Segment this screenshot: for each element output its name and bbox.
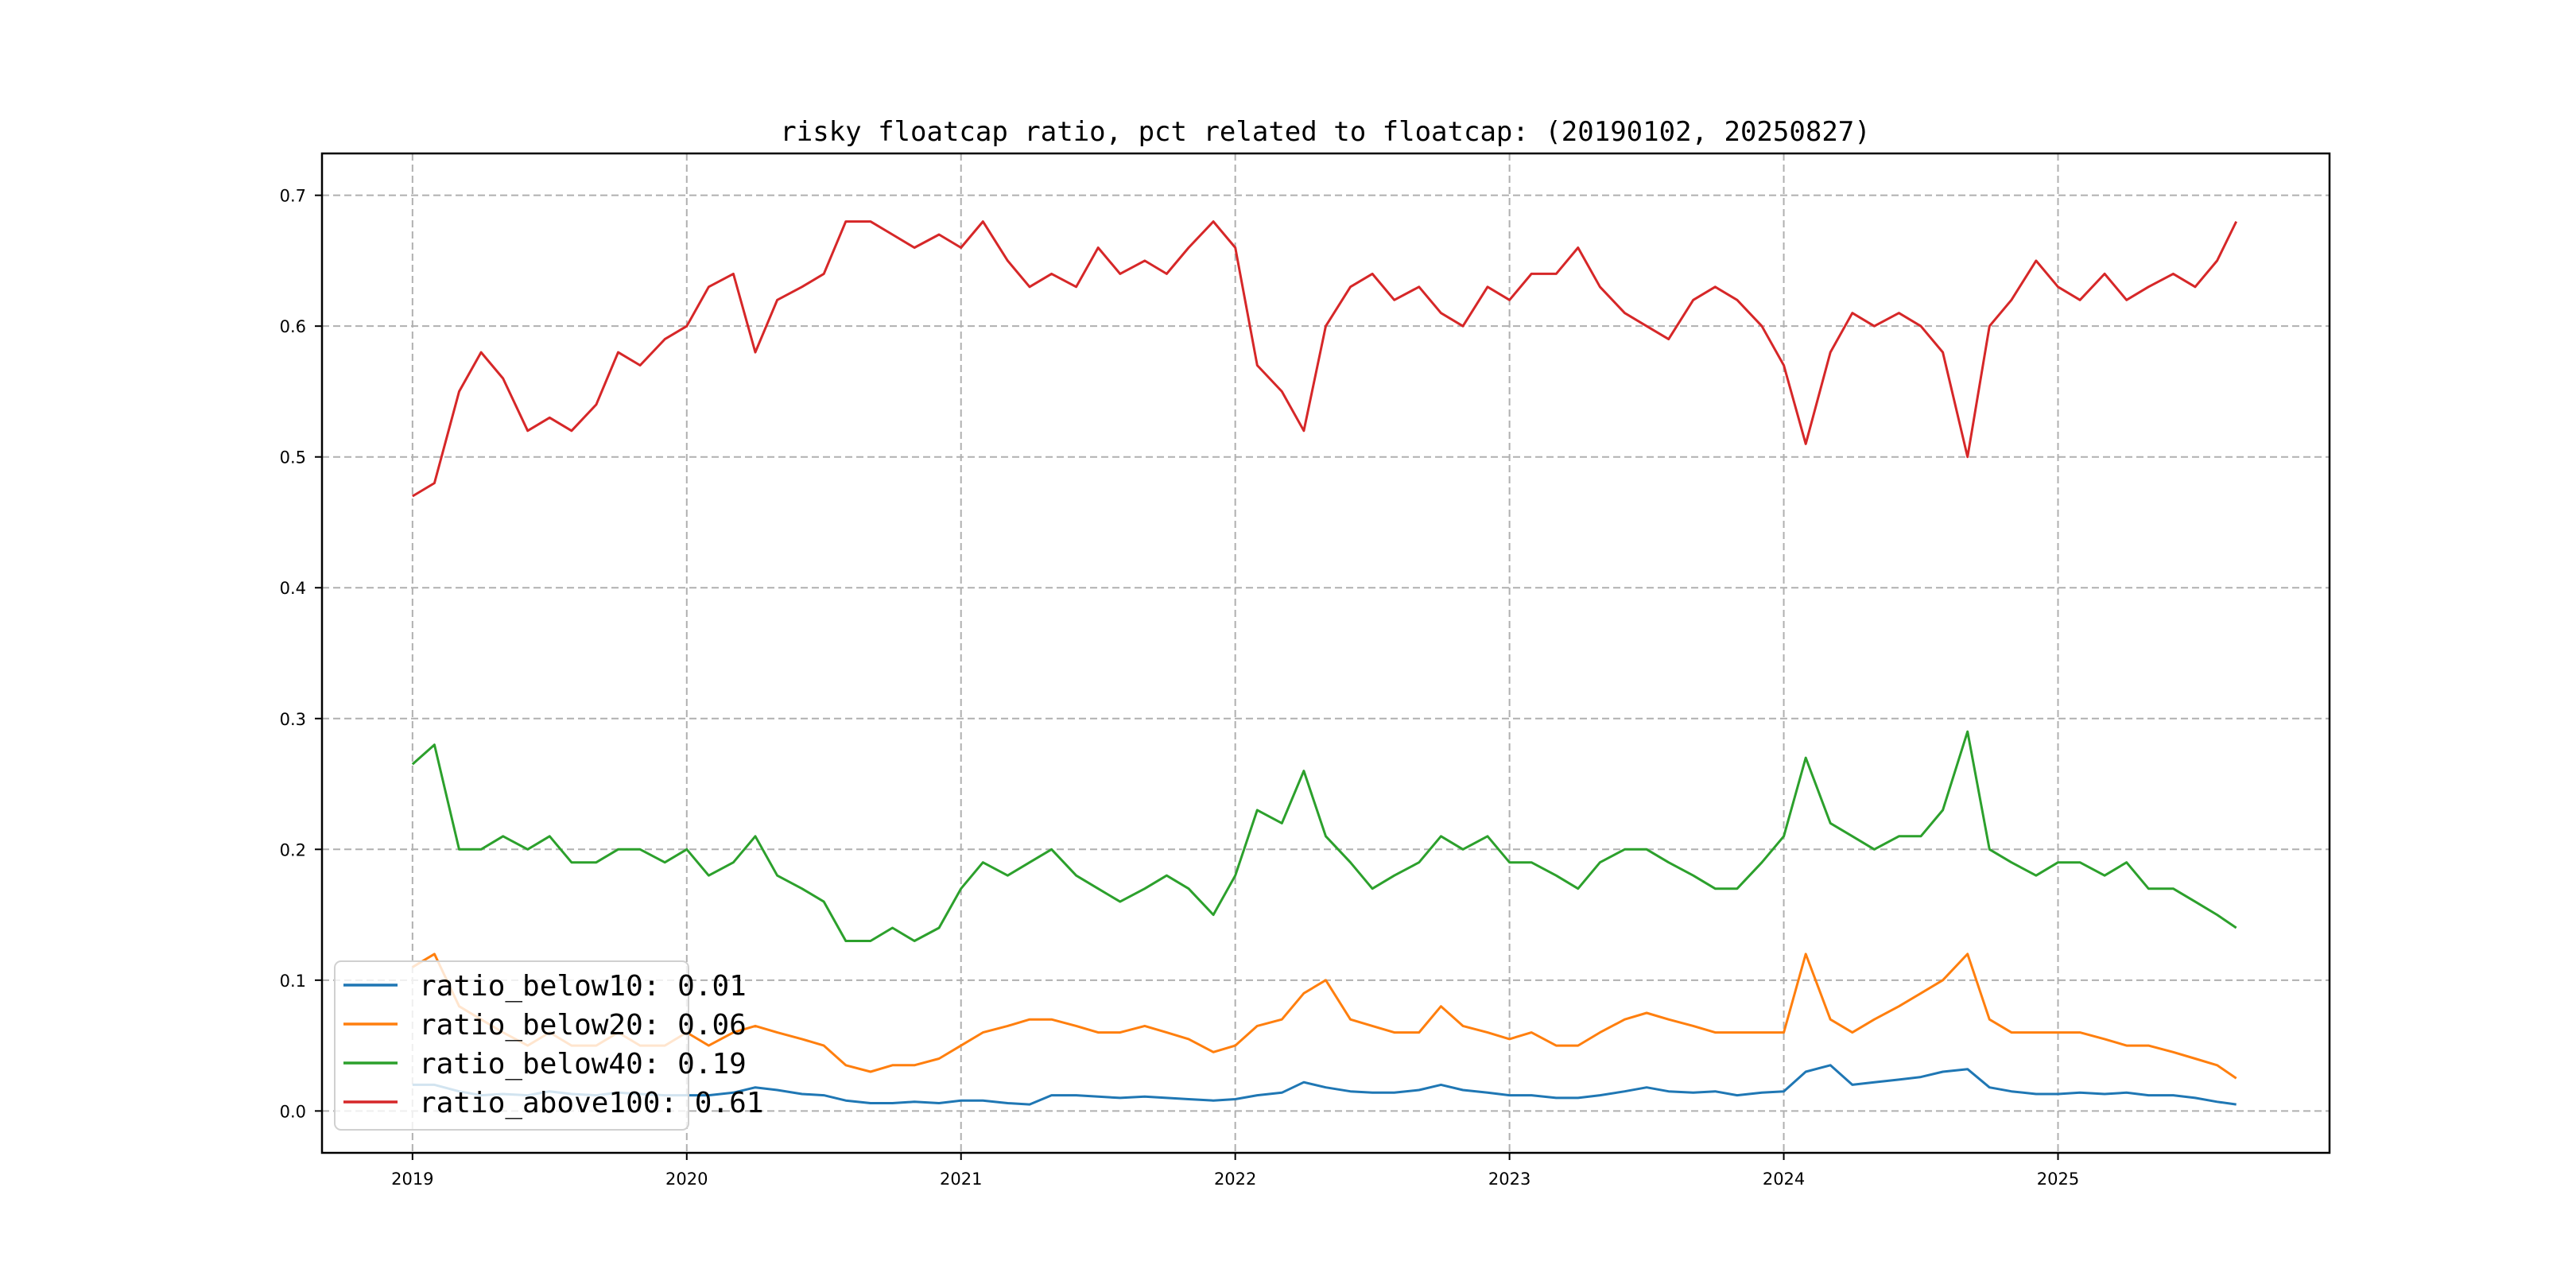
legend-label: ratio_above100: 0.61 [419, 1087, 763, 1119]
y-tick-label: 0.3 [280, 710, 306, 729]
legend-box [334, 960, 689, 1131]
series-line-ratio-above100 [412, 220, 2238, 498]
x-tick-label: 2022 [1214, 1170, 1256, 1189]
series-lines [411, 220, 2238, 1106]
x-tick-label: 2021 [940, 1170, 982, 1189]
series-line-ratio-below10 [412, 1064, 2237, 1106]
axes-frame [320, 152, 2331, 1154]
x-tick-label: 2023 [1488, 1170, 1530, 1189]
chart-title: risky floatcap ratio, pct related to flo… [780, 116, 1870, 148]
y-tick-label: 0.5 [280, 448, 306, 467]
legend-label: ratio_below20: 0.06 [419, 1009, 747, 1042]
y-tick-label: 0.0 [280, 1102, 306, 1121]
x-tick-label: 2024 [1763, 1170, 1805, 1189]
y-tick-label: 0.1 [280, 972, 306, 991]
legend-label: ratio_below40: 0.19 [419, 1048, 747, 1080]
legend-label: ratio_below10: 0.01 [419, 970, 747, 1003]
x-tick-label: 2025 [2037, 1170, 2079, 1189]
y-tick-label: 0.7 [280, 187, 306, 206]
y-tick-label: 0.6 [280, 317, 306, 336]
x-axis: 2019 2020 2021 2022 2023 2024 2025 [391, 1153, 2079, 1189]
y-tick-label: 0.4 [280, 579, 306, 598]
y-axis: 0.0 0.1 0.2 0.3 0.4 0.5 0.6 0.7 [280, 187, 322, 1121]
x-tick-label: 2020 [665, 1170, 708, 1189]
x-tick-label: 2019 [391, 1170, 433, 1189]
series-line-ratio-below40 [411, 730, 2237, 942]
y-tick-label: 0.2 [280, 840, 306, 859]
series-line-ratio-below20 [412, 952, 2237, 1080]
legend: ratio_below10: 0.01 ratio_below20: 0.06 ra… [334, 960, 763, 1131]
